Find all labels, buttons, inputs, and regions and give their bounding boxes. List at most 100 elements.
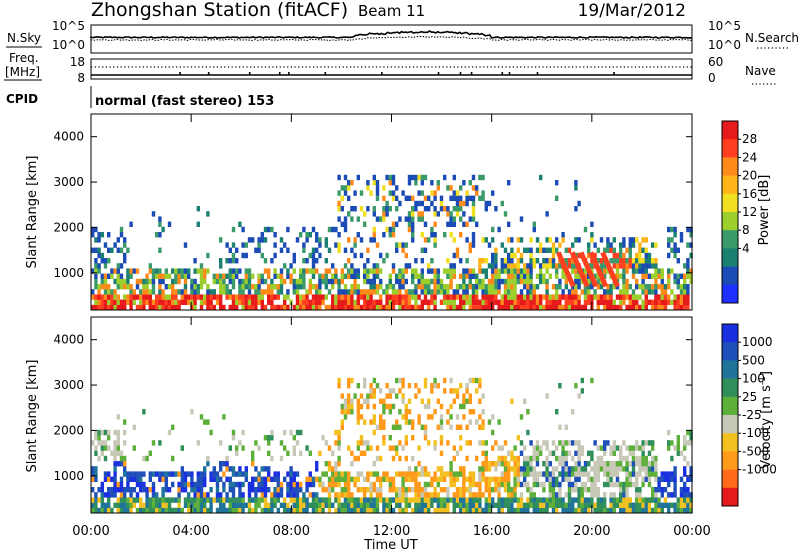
velocity-cell bbox=[427, 492, 431, 498]
velocity-cell bbox=[289, 487, 293, 493]
power-cell bbox=[625, 268, 629, 274]
time-tick-label: 20:00 bbox=[573, 524, 610, 539]
power-cell bbox=[446, 294, 450, 300]
velocity-cell bbox=[481, 507, 485, 514]
power-cell bbox=[343, 174, 348, 181]
velocity-cell bbox=[667, 492, 671, 498]
velocity-cell bbox=[379, 481, 383, 488]
colorbar-tick-label: 16 bbox=[742, 187, 757, 201]
power-cell bbox=[599, 263, 604, 269]
power-cell bbox=[583, 268, 588, 274]
power-cell bbox=[366, 299, 370, 305]
velocity-cell bbox=[420, 492, 424, 498]
velocity-cell bbox=[167, 471, 172, 477]
velocity-cell bbox=[635, 445, 639, 451]
power-cell bbox=[388, 299, 392, 305]
power-cell bbox=[507, 294, 511, 300]
velocity-cell bbox=[574, 461, 578, 467]
y-tick-label: 1000 bbox=[53, 469, 84, 483]
power-cell bbox=[462, 278, 466, 285]
velocity-cell bbox=[558, 455, 562, 462]
power-cell bbox=[196, 289, 200, 295]
power-cell bbox=[638, 268, 642, 274]
power-cell bbox=[587, 252, 591, 259]
velocity-cell bbox=[497, 487, 501, 493]
power-cell bbox=[382, 216, 386, 222]
velocity-cell bbox=[503, 481, 508, 488]
power-cell bbox=[119, 247, 124, 253]
power-cell bbox=[615, 273, 620, 279]
velocity-cell bbox=[395, 471, 399, 477]
power-cell bbox=[507, 221, 511, 227]
velocity-cell bbox=[683, 487, 687, 493]
velocity-cell bbox=[654, 455, 658, 462]
power-cell bbox=[107, 294, 111, 300]
velocity-cell bbox=[260, 481, 264, 488]
power-cell bbox=[263, 237, 268, 243]
velocity-cell bbox=[436, 502, 440, 508]
velocity-cell bbox=[625, 455, 629, 462]
power-cell bbox=[305, 268, 309, 274]
velocity-cell bbox=[580, 481, 584, 488]
power-cell bbox=[471, 289, 476, 295]
power-cell bbox=[667, 242, 671, 248]
velocity-cell bbox=[219, 461, 223, 467]
velocity-cell bbox=[353, 497, 357, 503]
velocity-cell bbox=[331, 476, 335, 482]
velocity-cell bbox=[510, 398, 514, 404]
power-cell bbox=[401, 190, 405, 196]
velocity-cell bbox=[532, 497, 536, 503]
power-cell bbox=[343, 185, 348, 191]
velocity-cell bbox=[382, 476, 386, 482]
velocity-cell bbox=[209, 487, 213, 493]
power-cell bbox=[545, 294, 549, 300]
power-cell bbox=[142, 284, 146, 290]
velocity-cell bbox=[375, 476, 380, 482]
power-cell bbox=[647, 252, 652, 259]
power-cell bbox=[311, 258, 316, 264]
velocity-cell bbox=[225, 455, 229, 462]
power-cell bbox=[193, 268, 197, 274]
velocity-cell bbox=[139, 487, 143, 493]
velocity-cell bbox=[299, 429, 303, 436]
power-cell bbox=[628, 304, 632, 311]
velocity-cell bbox=[151, 440, 156, 446]
velocity-cell bbox=[417, 502, 421, 508]
power-cell bbox=[331, 284, 335, 290]
velocity-cell bbox=[116, 414, 120, 420]
power-cell bbox=[324, 294, 328, 300]
velocity-cell bbox=[519, 440, 524, 446]
power-cell bbox=[241, 304, 245, 311]
velocity-cell bbox=[113, 492, 117, 498]
velocity-cell bbox=[465, 398, 469, 404]
power-cell bbox=[689, 252, 693, 259]
velocity-cell bbox=[564, 440, 568, 446]
velocity-cell bbox=[391, 507, 396, 514]
velocity-cell bbox=[401, 487, 405, 493]
power-cell bbox=[363, 289, 367, 295]
velocity-cell bbox=[308, 471, 312, 477]
power-cell bbox=[206, 211, 210, 217]
velocity-cell bbox=[103, 492, 108, 498]
velocity-cell bbox=[497, 492, 501, 498]
velocity-cell bbox=[551, 492, 556, 498]
power-cell bbox=[382, 195, 386, 201]
power-cell bbox=[142, 289, 146, 295]
velocity-cell bbox=[683, 445, 687, 451]
power-cell bbox=[385, 174, 389, 181]
velocity-cell bbox=[558, 383, 562, 389]
velocity-cell bbox=[263, 476, 268, 482]
velocity-cell bbox=[241, 445, 245, 451]
power-cell bbox=[375, 299, 380, 305]
colorbar-tick-label: 25 bbox=[742, 390, 757, 404]
power-cell bbox=[619, 273, 623, 279]
power-cell bbox=[305, 304, 309, 311]
velocity-cell bbox=[631, 481, 636, 488]
velocity-cell bbox=[276, 476, 280, 482]
power-cell bbox=[465, 273, 469, 279]
velocity-cell bbox=[545, 476, 549, 482]
velocity-cell bbox=[123, 487, 127, 493]
power-cell bbox=[635, 294, 639, 300]
power-cell bbox=[155, 273, 159, 279]
velocity-cell bbox=[417, 507, 421, 514]
